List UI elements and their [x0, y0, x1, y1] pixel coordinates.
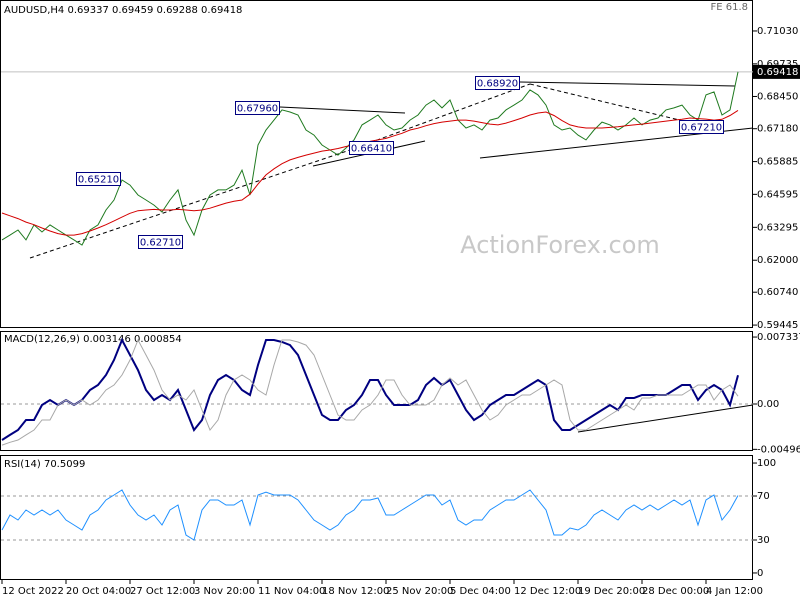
trend-line: [279, 106, 406, 114]
y-tick-label: 0.63295: [757, 222, 798, 233]
x-tick-label: 11 Nov 04:00: [258, 586, 325, 597]
price-title: AUDUSD,H4 0.69337 0.69459 0.69288 0.6941…: [4, 5, 242, 16]
annotation-box: [679, 120, 724, 134]
annotation-label: 0.67960: [237, 104, 278, 115]
x-tick-label: 12 Oct 2022: [2, 586, 64, 597]
x-tick-label: 18 Nov 12:00: [322, 586, 389, 597]
x-tick-label: 3 Nov 20:00: [194, 586, 255, 597]
annotation-label: 0.65210: [78, 175, 119, 186]
dashed-trend-line: [349, 83, 531, 151]
series-line: [1, 489, 739, 541]
y-tick-label: -0.004969: [757, 444, 800, 455]
y-tick-label: 70: [757, 491, 770, 502]
series-line: [1, 338, 739, 446]
y-tick-label: 0.67180: [757, 124, 798, 135]
y-tick-label: 0.62000: [757, 255, 798, 266]
macd-trend-line: [577, 404, 754, 433]
price-panel-frame: [0, 0, 753, 328]
y-tick-label: 0.68450: [757, 91, 798, 102]
x-tick-label: 28 Dec 00:00: [642, 586, 709, 597]
series-line: [1, 337, 739, 441]
y-tick-label: 30: [757, 535, 770, 546]
annotation-label: 0.66410: [351, 144, 392, 155]
fe-label: FE 61.8: [710, 2, 748, 13]
series-line: [1, 71, 739, 246]
y-tick-label: 0.007337: [757, 332, 800, 343]
annotation-box: [76, 172, 121, 186]
annotation-box: [349, 141, 394, 155]
y-tick-label: 0.64595: [757, 189, 798, 200]
annotation-box: [235, 101, 280, 115]
annotation-box: [138, 235, 183, 249]
x-tick-label: 27 Oct 12:00: [130, 586, 195, 597]
dashed-trend-line: [529, 83, 701, 126]
rsi-panel-frame: [0, 455, 753, 580]
current-price-box: [753, 64, 800, 79]
y-tick-label: 0.00: [757, 399, 779, 410]
x-tick-label: 12 Dec 12:00: [514, 586, 581, 597]
annotation-label: 0.62710: [140, 238, 181, 249]
x-tick-label: 20 Oct 04:00: [66, 586, 131, 597]
dashed-trend-line: [29, 149, 351, 259]
x-tick-label: 4 Jan 12:00: [706, 586, 763, 597]
macd-panel-frame: [0, 331, 753, 451]
annotation-label: 0.67210: [681, 123, 722, 134]
annotation-box: [475, 76, 520, 90]
y-tick-label: 0.65885: [757, 157, 798, 168]
annotation-label: 0.68920: [477, 79, 518, 90]
x-tick-label: 19 Dec 20:00: [578, 586, 645, 597]
rsi-title: RSI(14) 70.5099: [4, 459, 85, 470]
macd-title: MACD(12,26,9) 0.003146 0.000854: [4, 334, 182, 345]
y-tick-label: 0.71030: [757, 26, 798, 37]
y-tick-label: 0.59445: [757, 320, 798, 331]
y-tick-label: 0: [757, 568, 763, 579]
y-tick-label: 0.69735: [757, 59, 798, 70]
x-tick-label: 25 Nov 20:00: [386, 586, 453, 597]
trend-line: [519, 81, 736, 87]
y-tick-label: 100: [757, 458, 776, 469]
x-tick-label: 5 Dec 04:00: [450, 586, 511, 597]
y-tick-label: 0.60740: [757, 287, 798, 298]
watermark: ActionForex.com: [460, 231, 660, 259]
current-price-label: 0.69418: [757, 67, 798, 78]
